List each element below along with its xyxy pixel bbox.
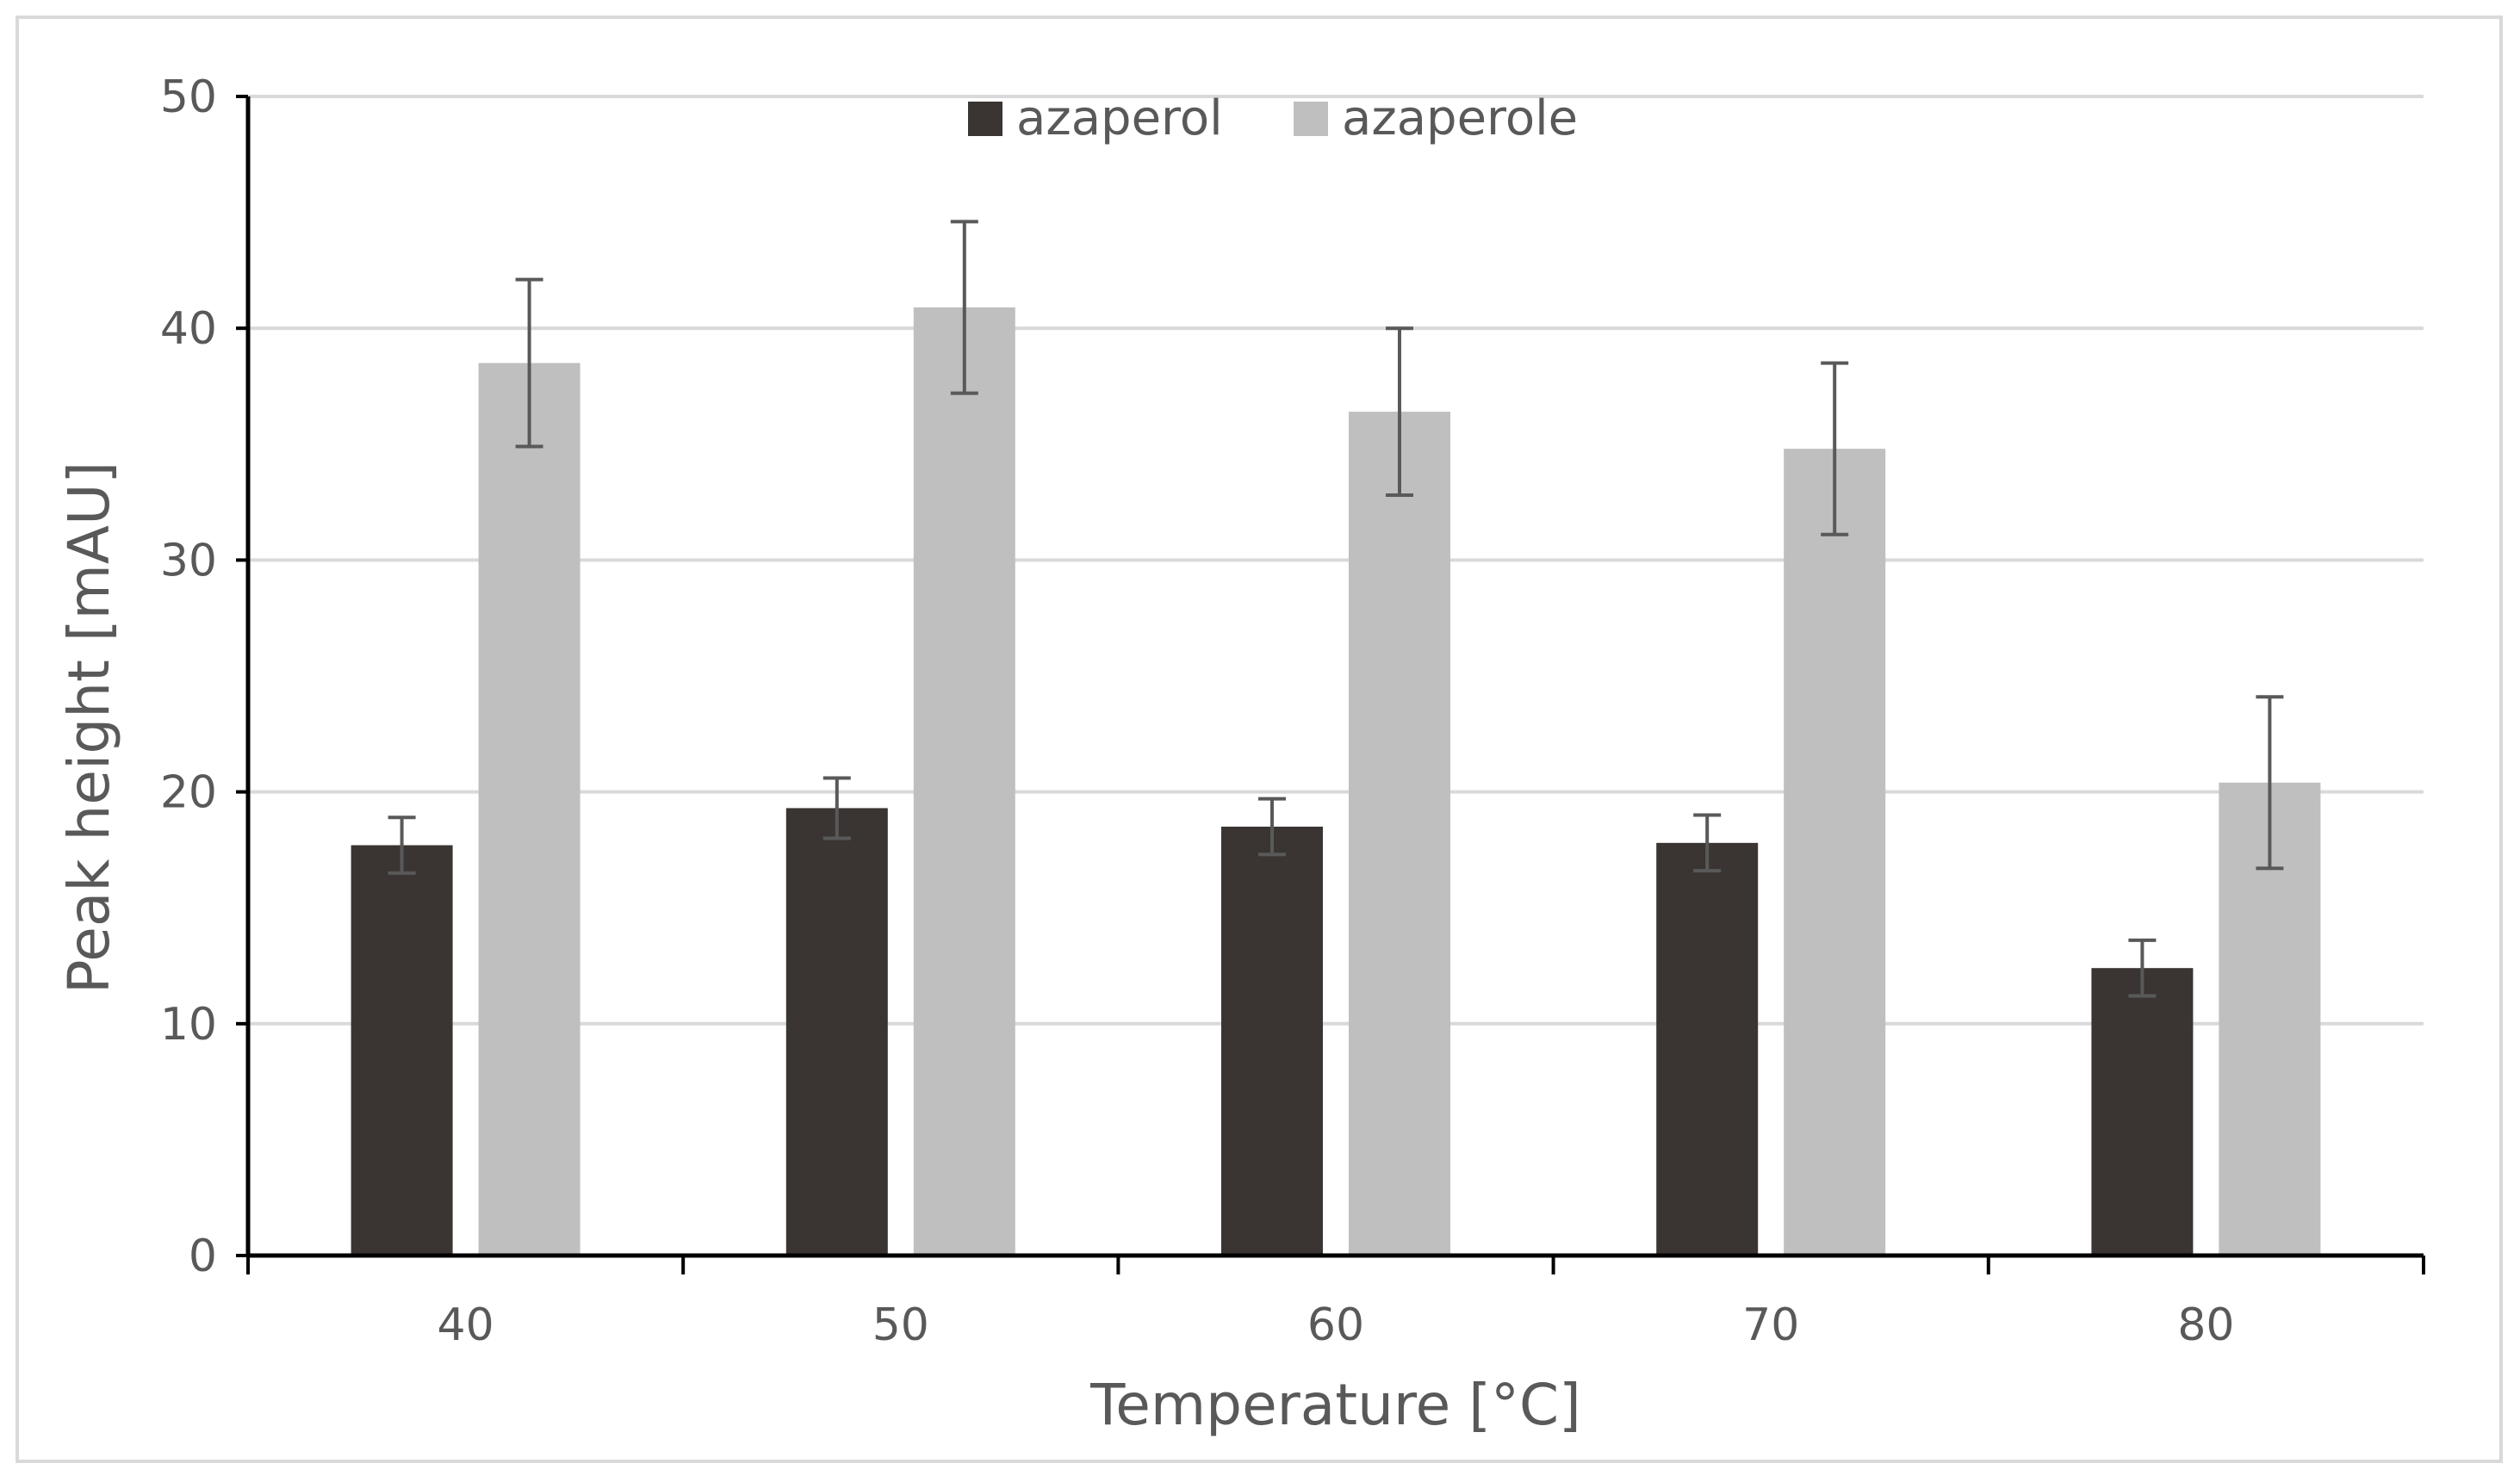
y-tick-label: 40 xyxy=(160,303,217,355)
bar-azaperol-70 xyxy=(1656,842,1759,1256)
axes: 0 10 20 30 40 50 40 50 60 70 80 xyxy=(160,71,2425,1351)
chart-frame: 0 10 20 30 40 50 40 50 60 70 80 azaperol azaperole … xyxy=(16,16,2503,1463)
bar-azaperole-40 xyxy=(478,363,580,1256)
x-axis-title: Temperature [°C] xyxy=(1089,1372,1581,1438)
bars xyxy=(351,220,2321,1256)
x-tick-label: 50 xyxy=(872,1299,929,1351)
y-axis-title: Peak height [mAU] xyxy=(56,462,122,994)
bar-azaperole-70 xyxy=(1784,449,1886,1256)
y-tick-label: 30 xyxy=(160,535,217,586)
y-tick-label: 50 xyxy=(160,71,217,123)
y-tick-label: 0 xyxy=(189,1231,217,1282)
bar-azaperol-60 xyxy=(1221,826,1323,1256)
y-tick-label: 10 xyxy=(160,999,217,1051)
bar-azaperole-50 xyxy=(913,307,1015,1256)
bar-azaperol-50 xyxy=(785,808,888,1256)
legend-label-azaperol: azaperol xyxy=(1016,90,1223,146)
legend-label-azaperole: azaperole xyxy=(1342,90,1578,146)
legend-swatch-azaperol xyxy=(968,102,1002,136)
x-tick-label: 40 xyxy=(438,1299,494,1351)
y-tick-label: 20 xyxy=(160,767,217,819)
x-tick-label: 80 xyxy=(2177,1299,2234,1351)
gridlines xyxy=(248,95,2424,1026)
legend: azaperol azaperole xyxy=(968,90,1578,146)
bar-azaperol-80 xyxy=(2091,968,2194,1256)
bar-azaperol-40 xyxy=(351,845,453,1256)
legend-swatch-azaperole xyxy=(1294,102,1328,136)
x-tick-label: 60 xyxy=(1307,1299,1364,1351)
x-tick-label: 70 xyxy=(1742,1299,1799,1351)
bar-azaperole-60 xyxy=(1349,412,1450,1256)
